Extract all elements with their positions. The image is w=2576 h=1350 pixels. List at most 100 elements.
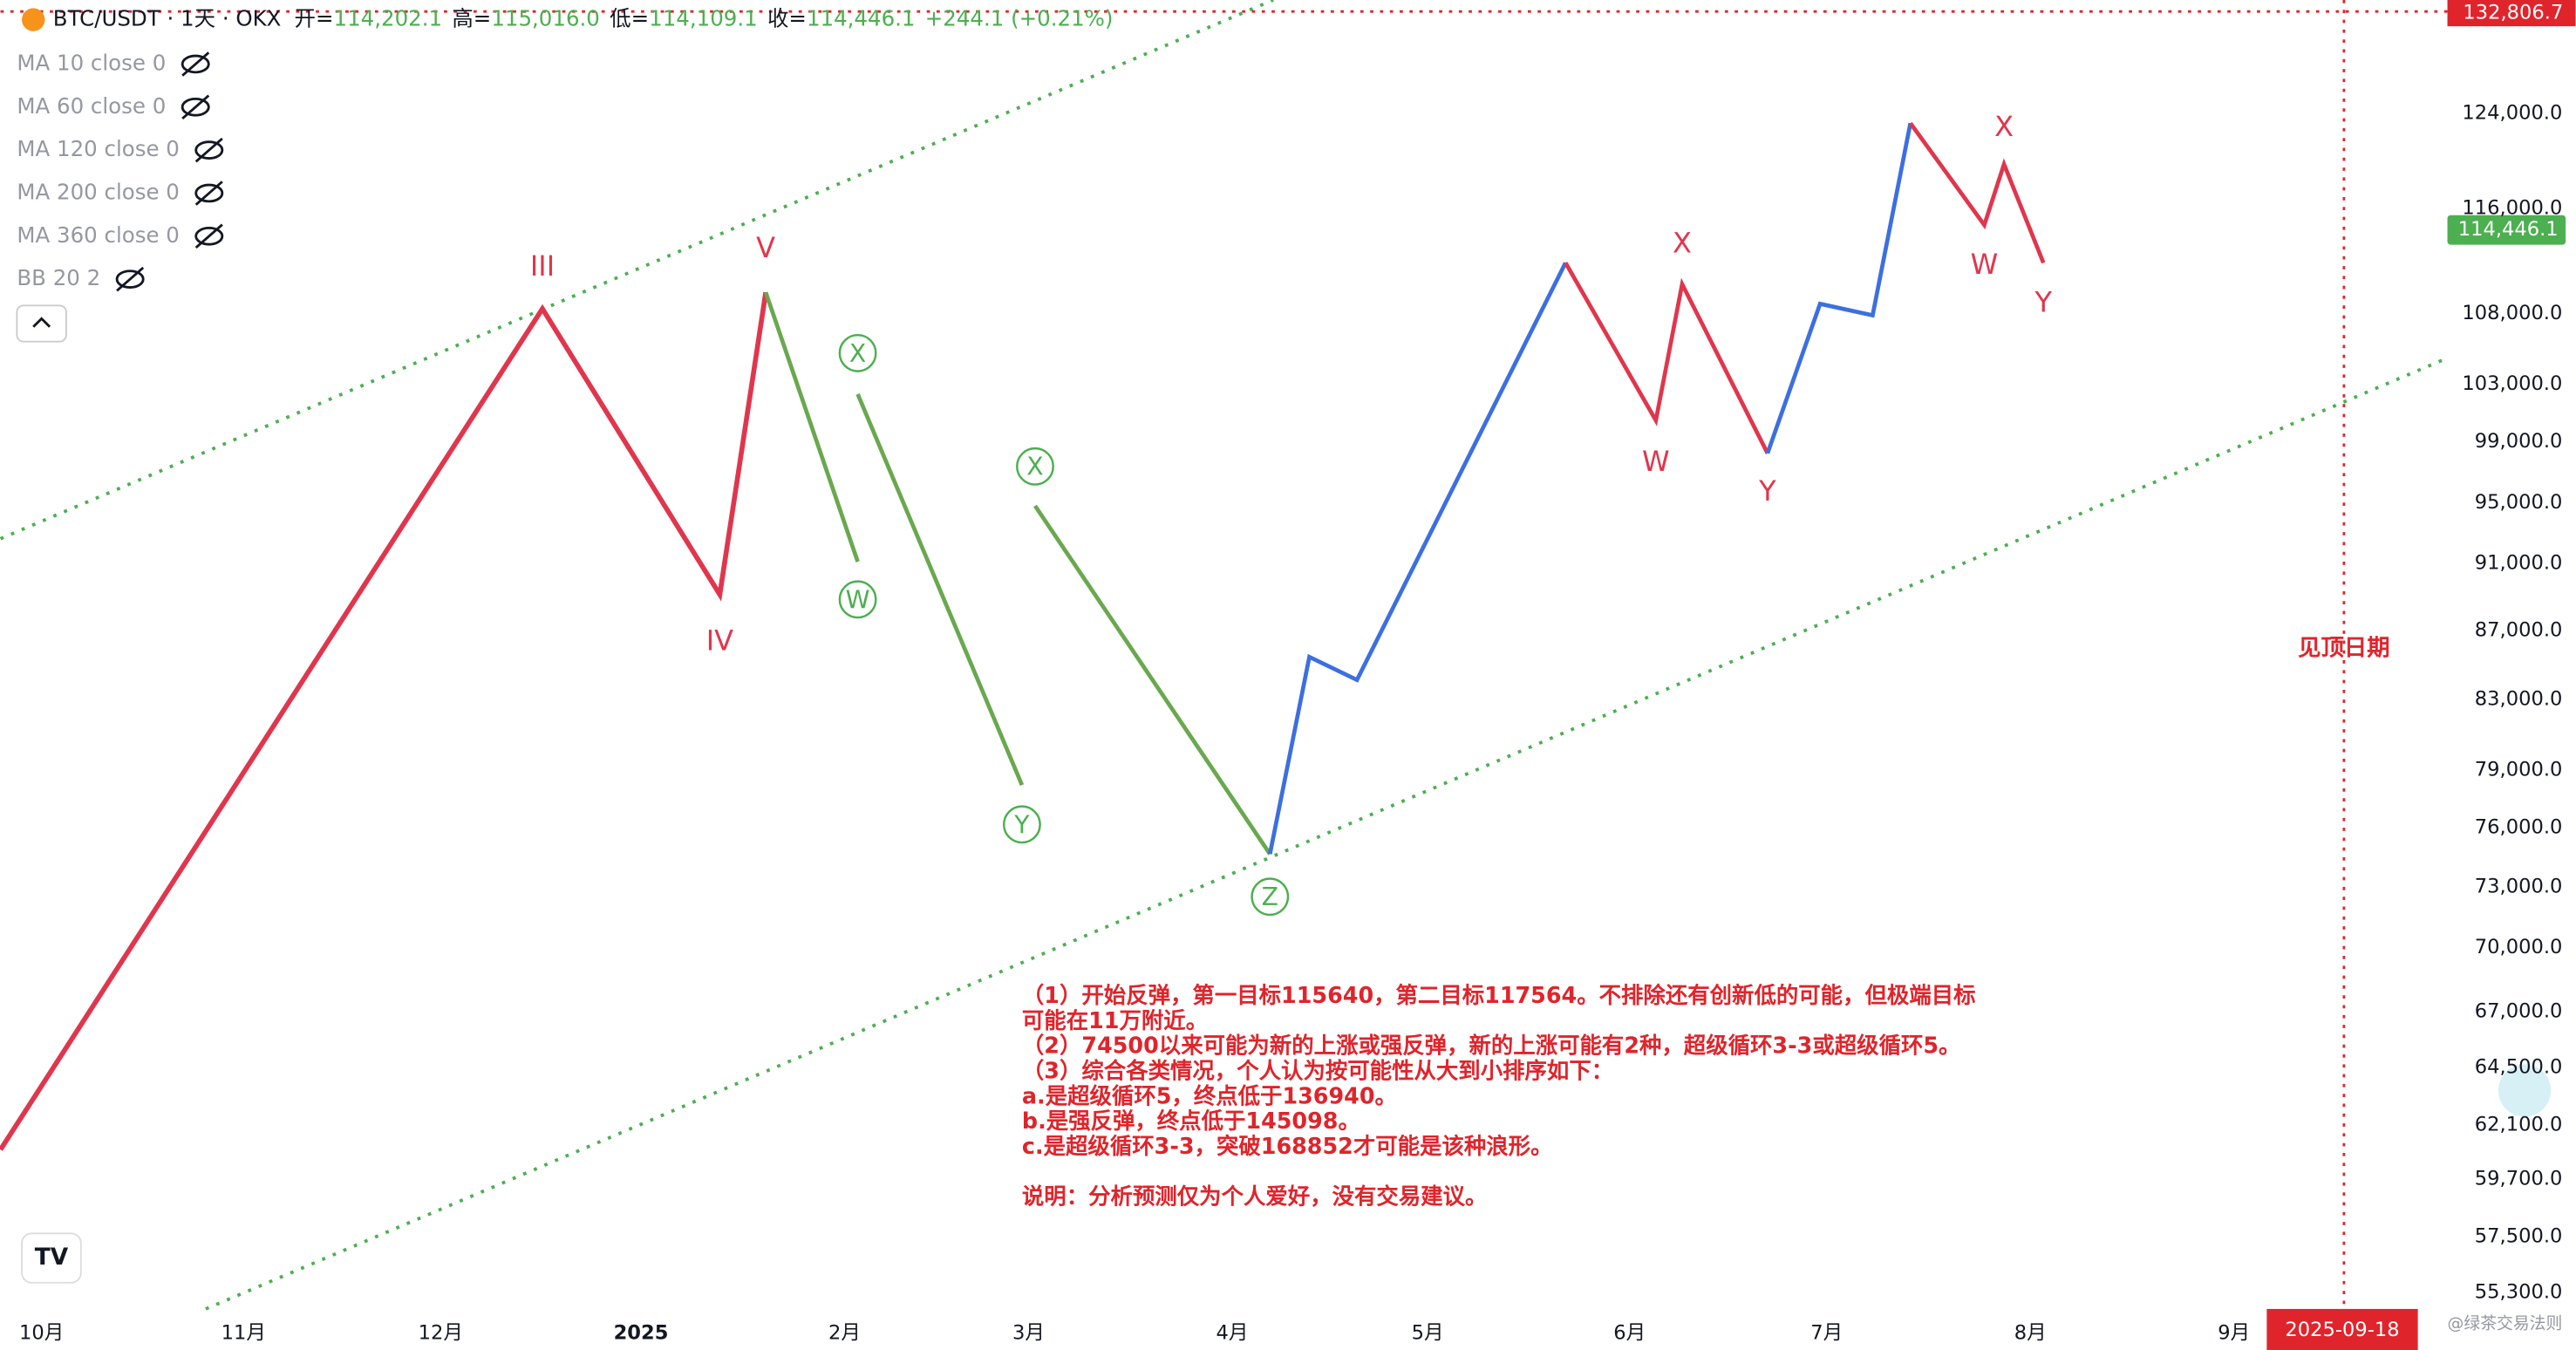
- high-value: 115,016.0: [491, 6, 600, 31]
- wave-label: Y: [1013, 810, 1030, 839]
- wave-red: [1564, 262, 1769, 454]
- indicator: MA 60 close 0: [17, 93, 166, 119]
- wave-circle: [1251, 877, 1290, 917]
- price-label: 76,000.0: [2475, 816, 2563, 839]
- time-label: 11月: [221, 1322, 266, 1345]
- high-label: 高=: [452, 6, 491, 31]
- time-label: 3月: [1012, 1322, 1045, 1345]
- visibility-slash: [194, 137, 223, 163]
- visibility-icon: [115, 269, 145, 289]
- wave-circle: [1002, 805, 1041, 844]
- visibility-icon: [194, 183, 224, 203]
- open-label: 开=: [295, 6, 334, 31]
- wave-green: [763, 291, 860, 562]
- indicator: BB 20 2: [17, 265, 100, 290]
- price-label: 91,000.0: [2475, 551, 2563, 574]
- time-label: 2025: [614, 1322, 669, 1345]
- time-label: 12月: [419, 1322, 463, 1345]
- visibility-icon: [194, 226, 224, 246]
- annotation-line: c.是超级循环3-3，突破168852才可能是该种浪形。: [1022, 1133, 1553, 1159]
- price-label: 73,000.0: [2475, 875, 2563, 897]
- close-label: 收=: [767, 6, 807, 31]
- wave-label: V: [756, 231, 775, 264]
- price-label: 55,300.0: [2475, 1281, 2563, 1304]
- tv-logo: [21, 1232, 82, 1284]
- wave-label: Y: [2034, 285, 2053, 318]
- tv-logo-text: TV: [35, 1244, 69, 1271]
- collapse-button[interactable]: [16, 304, 67, 343]
- visibility-slash: [181, 51, 210, 77]
- price-label: 67,000.0: [2475, 1000, 2563, 1023]
- price-label: 108,000.0: [2462, 302, 2562, 324]
- wave-red: [0, 291, 768, 1151]
- wave-circle: [838, 333, 877, 372]
- collapse-icon: [32, 317, 51, 328]
- time-label: 5月: [1412, 1322, 1444, 1345]
- side-note: 见顶日期: [2298, 635, 2389, 661]
- wave-label: Z: [1262, 883, 1278, 911]
- time-label: 10月: [19, 1322, 64, 1345]
- price-label: 62,100.0: [2475, 1114, 2563, 1136]
- low-label: 低=: [610, 6, 649, 31]
- price-label: 79,000.0: [2475, 759, 2563, 781]
- chat-icon[interactable]: [2498, 1064, 2552, 1117]
- last-price: 114,446.1: [2458, 218, 2559, 241]
- wave-label: W: [1642, 445, 1670, 478]
- annotation-line: 可能在11万附近。: [1022, 1007, 1208, 1033]
- time-label: 7月: [1810, 1322, 1843, 1345]
- header: BTC/USDT · 1天 · OKX 开=114,202.1 高=115,016.…: [53, 6, 1114, 31]
- visibility-icon: [194, 140, 224, 160]
- wave-red: [1908, 121, 2046, 264]
- price-label: 116,000.0: [2462, 197, 2562, 220]
- wave-circle: [838, 580, 877, 619]
- channel-top: [0, 0, 1274, 541]
- low-value: 114,109.1: [649, 6, 758, 31]
- wave-label: X: [1673, 227, 1692, 260]
- open-value: 114,202.1: [334, 6, 443, 31]
- visibility-slash: [194, 223, 223, 249]
- wave-green: [1033, 504, 1272, 856]
- annotation-line: （3）综合各类情况，个人认为按可能性从大到小排序如下：: [1022, 1058, 1613, 1084]
- high-marker-bg: [2447, 0, 2576, 27]
- annotation-line: （1）开始反弹，第一目标115640，第二目标117564。不排除还有创新低的可…: [1022, 982, 1976, 1008]
- wave-blue: [1765, 122, 1913, 454]
- wave-label: Y: [1758, 474, 1776, 508]
- indicator: MA 120 close 0: [17, 136, 179, 161]
- close-value: 114,446.1: [807, 6, 916, 31]
- time-label: 2月: [828, 1322, 861, 1345]
- price-label: 95,000.0: [2475, 491, 2563, 514]
- indicator: MA 10 close 0: [17, 50, 166, 75]
- wave-label: X: [1026, 453, 1043, 481]
- price-label: 70,000.0: [2475, 936, 2563, 958]
- price-label: 64,500.0: [2475, 1056, 2563, 1079]
- time-label: 4月: [1216, 1322, 1248, 1345]
- visibility-slash: [181, 94, 210, 120]
- visibility-slash: [194, 181, 223, 206]
- price-label: 124,000.0: [2462, 101, 2562, 124]
- price-label: 99,000.0: [2475, 430, 2563, 453]
- wave-label: W: [1971, 248, 1999, 281]
- time-label: 9月: [2218, 1322, 2250, 1345]
- annotation-line: （2）74500以来可能为新的上涨或强反弹，新的上涨可能有2种，超级循环3-3或…: [1022, 1033, 1961, 1059]
- time-label: 6月: [1613, 1322, 1646, 1345]
- date-marker: 2025-09-18: [2285, 1319, 2399, 1341]
- wave-circle: [1016, 447, 1054, 486]
- last-price-bg: [2447, 215, 2566, 245]
- wave-label: III: [530, 249, 555, 283]
- coin-icon: [22, 8, 45, 31]
- visibility-icon: [181, 97, 210, 117]
- wave-green: [855, 393, 1025, 787]
- annotation-line: b.是强反弹，终点低于145098。: [1022, 1108, 1360, 1134]
- indicator: MA 360 close 0: [17, 222, 179, 248]
- price-label: 59,700.0: [2475, 1168, 2563, 1190]
- wave-blue: [1267, 262, 1568, 855]
- wave-label: W: [846, 585, 870, 614]
- symbol: BTC/USDT · 1天 · OKX: [53, 6, 282, 31]
- visibility-icon: [181, 54, 210, 74]
- wave-label: X: [1994, 110, 2014, 143]
- change-value: +244.1 (+0.21%): [925, 6, 1114, 31]
- price-label: 103,000.0: [2462, 372, 2562, 395]
- high-marker: 132,806.7: [2463, 2, 2563, 24]
